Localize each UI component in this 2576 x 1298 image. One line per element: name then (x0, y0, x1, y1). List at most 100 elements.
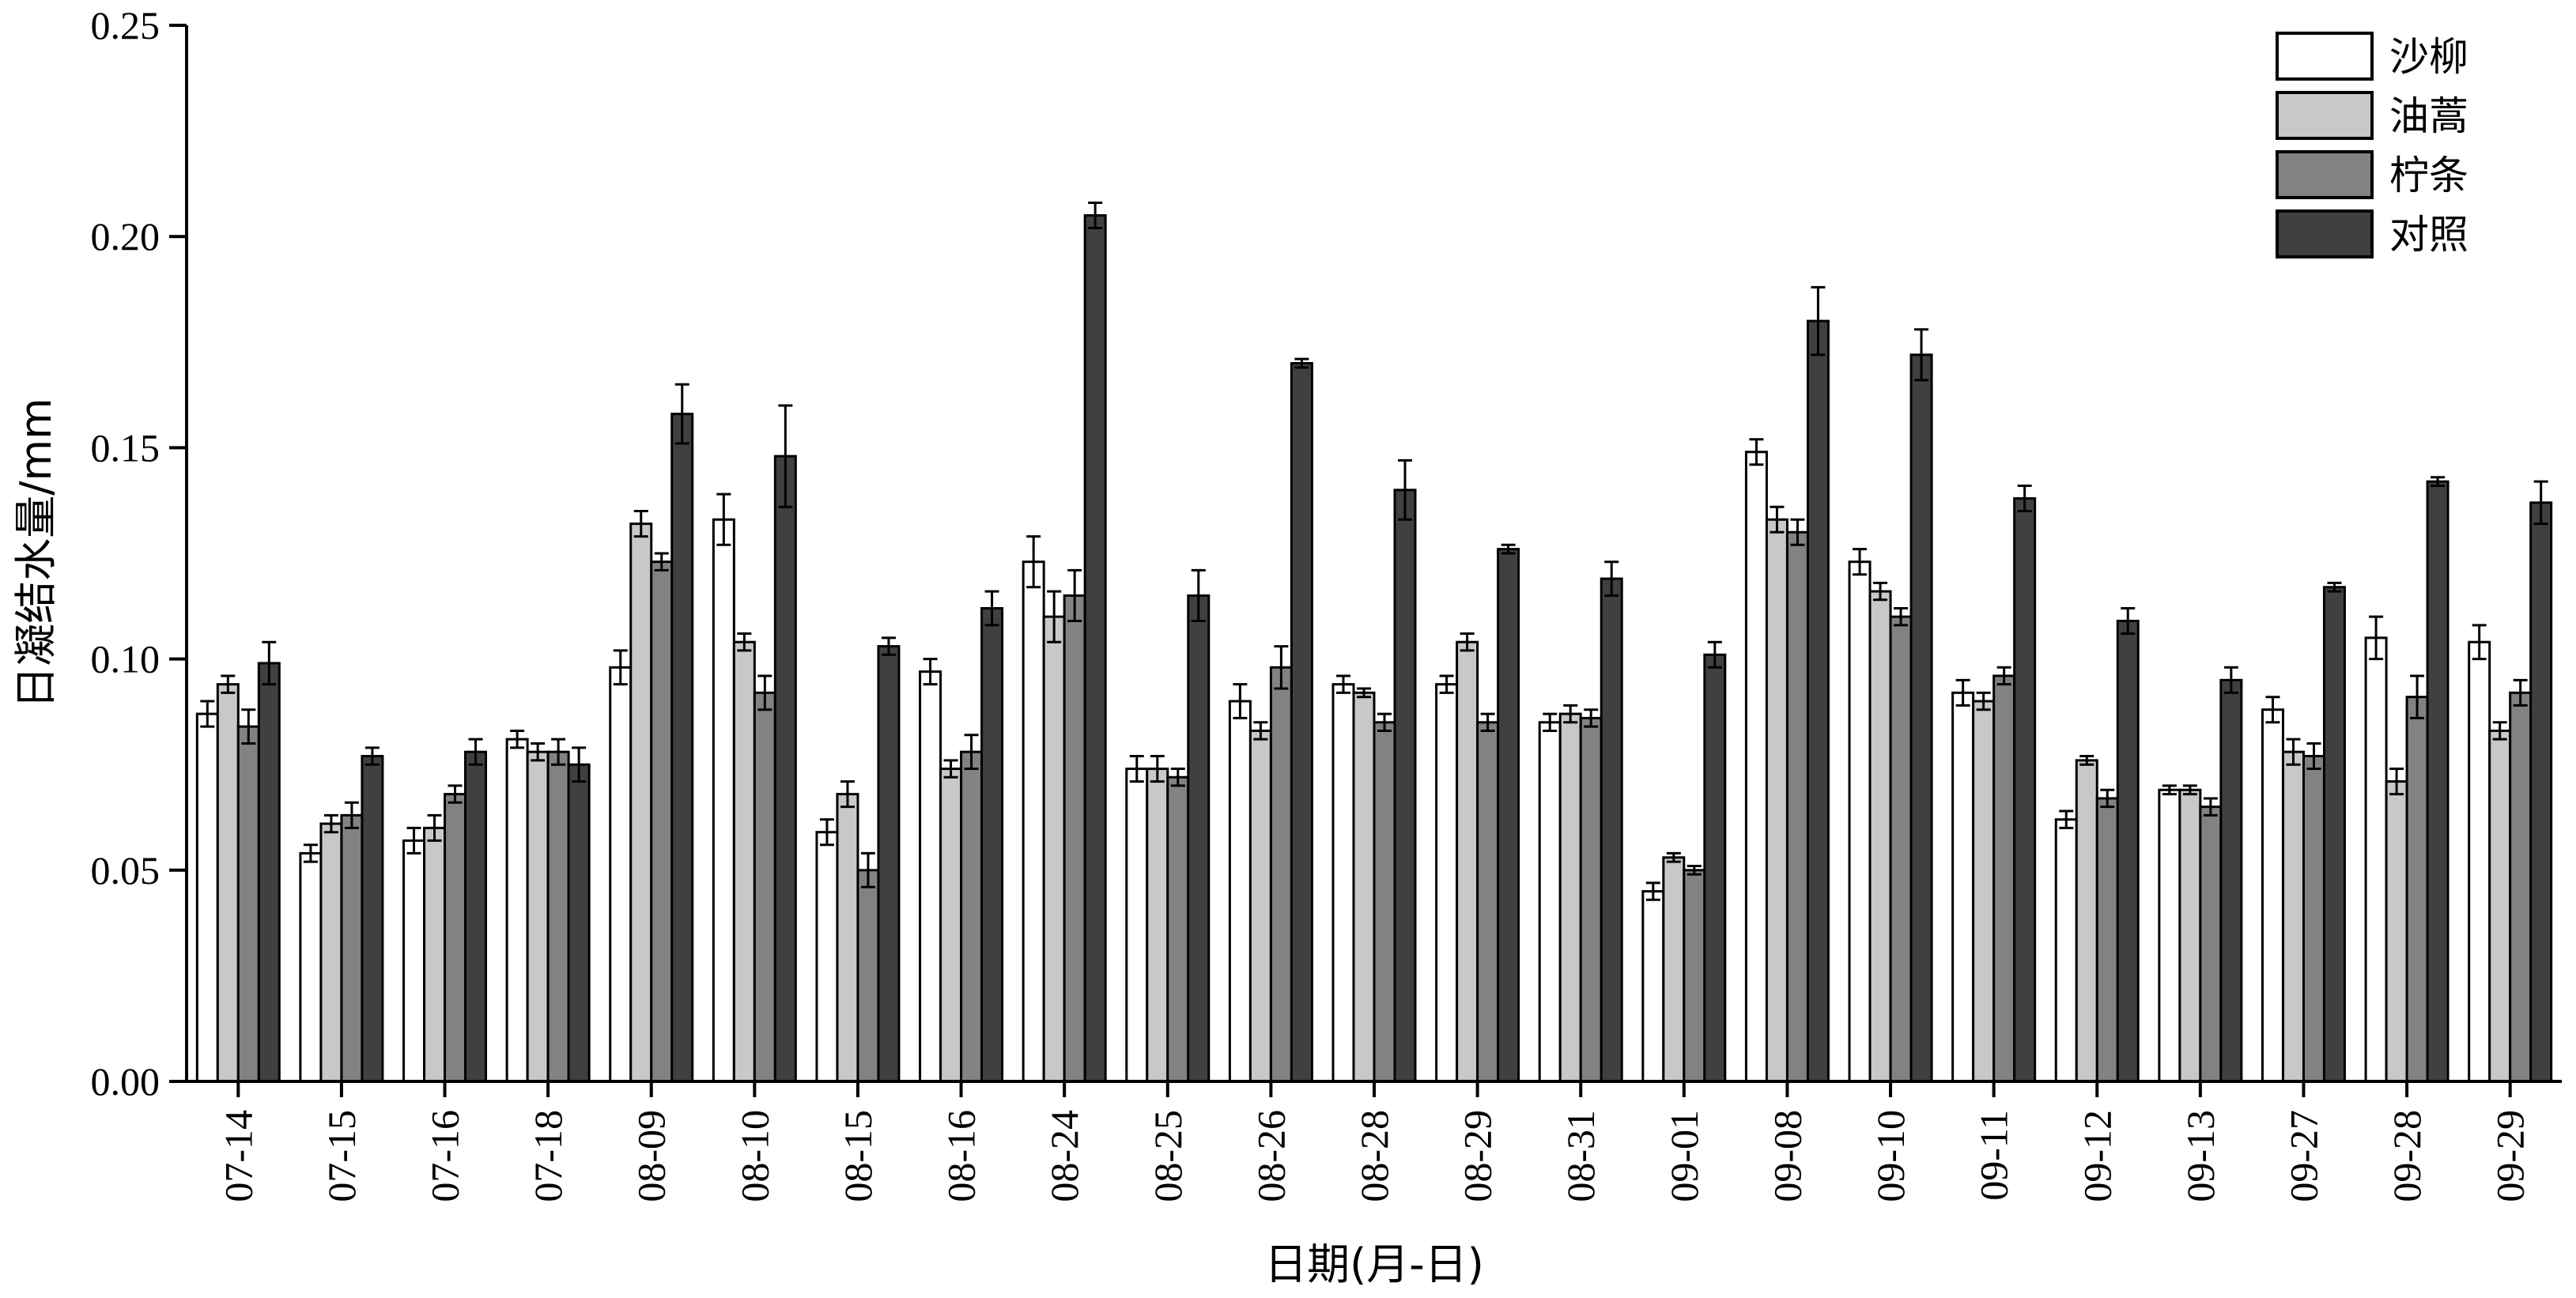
x-tick-label: 09-01 (1662, 1110, 1706, 1202)
bar (1352, 691, 1376, 1083)
bar (1579, 716, 1603, 1083)
bar (444, 793, 467, 1083)
y-tick-label: 0.10 (91, 637, 161, 681)
x-tick-label: 09-28 (2385, 1110, 2429, 1202)
bar (1992, 674, 2016, 1083)
bar (402, 839, 426, 1083)
bar (2054, 818, 2078, 1083)
bar (1868, 590, 1892, 1083)
bar (1063, 594, 1086, 1083)
bar (1662, 856, 1686, 1083)
bar (319, 822, 343, 1083)
bar (1558, 712, 1582, 1083)
x-axis-ticks: 07-14 07-15 07-16 07-18 08-09 08-10 08-15 08-16… (216, 1081, 2533, 1202)
x-axis-label: 日期(月-日) (1264, 1240, 1484, 1289)
bar (2302, 755, 2325, 1083)
x-tick-label: 09-12 (2075, 1110, 2119, 1202)
legend-swatch (2276, 209, 2374, 258)
bar (1600, 577, 1623, 1083)
bar (2509, 691, 2533, 1083)
bar (773, 455, 797, 1083)
bar (2013, 497, 2037, 1083)
bar (1765, 518, 1788, 1083)
bar (1187, 594, 1211, 1083)
bar (753, 691, 776, 1083)
bar (2529, 501, 2553, 1083)
x-tick-label: 09-08 (1765, 1110, 1809, 1202)
bar (2075, 759, 2098, 1083)
x-tick-label: 08-15 (836, 1110, 880, 1202)
bar (1166, 775, 1190, 1083)
bar (236, 725, 260, 1083)
y-tick-label: 0.20 (91, 214, 161, 258)
bar (1538, 721, 1562, 1083)
bar (1497, 548, 1520, 1083)
bar (1785, 530, 1809, 1083)
x-tick-label: 08-16 (939, 1110, 984, 1202)
bar (526, 750, 550, 1083)
bar (650, 560, 674, 1083)
bar (2405, 696, 2429, 1083)
legend-label: 沙柳 (2389, 34, 2468, 80)
bar (732, 640, 756, 1083)
x-tick-label: 09-29 (2488, 1110, 2533, 1202)
bar (1393, 489, 1417, 1083)
legend-swatch (2276, 91, 2374, 140)
bar (1703, 653, 1727, 1083)
bar (939, 768, 963, 1083)
bar (2261, 708, 2284, 1083)
bar (1683, 869, 1706, 1083)
bar (1248, 729, 1272, 1083)
bar (546, 750, 570, 1083)
bar (856, 869, 880, 1083)
bar (2158, 788, 2181, 1083)
bar (361, 755, 384, 1083)
bar (980, 606, 1004, 1083)
bar (1456, 640, 1479, 1083)
bar (1331, 683, 1355, 1083)
bar (919, 670, 942, 1083)
bar (1042, 615, 1066, 1083)
bar (2281, 750, 2305, 1083)
bar (1744, 451, 1768, 1083)
x-tick-label: 09-13 (2178, 1110, 2223, 1202)
bar (670, 413, 694, 1083)
bar (1951, 691, 1975, 1083)
bar (712, 518, 735, 1083)
x-tick-label: 09-27 (2281, 1110, 2325, 1202)
bar (836, 793, 859, 1083)
bar (815, 831, 839, 1083)
legend-label: 油蒿 (2389, 93, 2468, 139)
x-tick-label: 08-09 (629, 1110, 674, 1202)
bar (340, 813, 364, 1083)
legend-swatch (2276, 32, 2374, 81)
bar (257, 662, 281, 1083)
bar (2178, 788, 2202, 1083)
y-axis-label: 日凝结水量/mm (11, 398, 61, 708)
x-tick-label: 08-29 (1456, 1110, 1500, 1202)
x-tick-label: 07-16 (423, 1110, 467, 1202)
y-tick-label: 0.00 (91, 1059, 161, 1104)
bar (1972, 700, 1996, 1083)
x-tick-label: 07-18 (526, 1110, 570, 1202)
x-tick-label: 08-24 (1042, 1110, 1086, 1202)
legend-label: 对照 (2389, 212, 2468, 258)
y-axis-ticks: 0.00 0.05 0.10 0.15 0.20 0.25 (91, 3, 187, 1104)
bar (1435, 683, 1459, 1083)
x-tick-label: 07-15 (319, 1110, 364, 1202)
legend-label: 柠条 (2389, 153, 2468, 198)
bar (877, 645, 901, 1083)
y-tick-label: 0.15 (91, 425, 161, 470)
bar (2095, 797, 2119, 1083)
bars (195, 213, 2553, 1083)
bar (1228, 700, 1252, 1083)
bar (2219, 678, 2243, 1083)
bar (1125, 768, 1149, 1083)
bar (609, 666, 633, 1083)
bar (2199, 806, 2223, 1083)
error-bars (200, 201, 2548, 901)
bar (1022, 560, 1045, 1083)
bar (1269, 666, 1293, 1083)
